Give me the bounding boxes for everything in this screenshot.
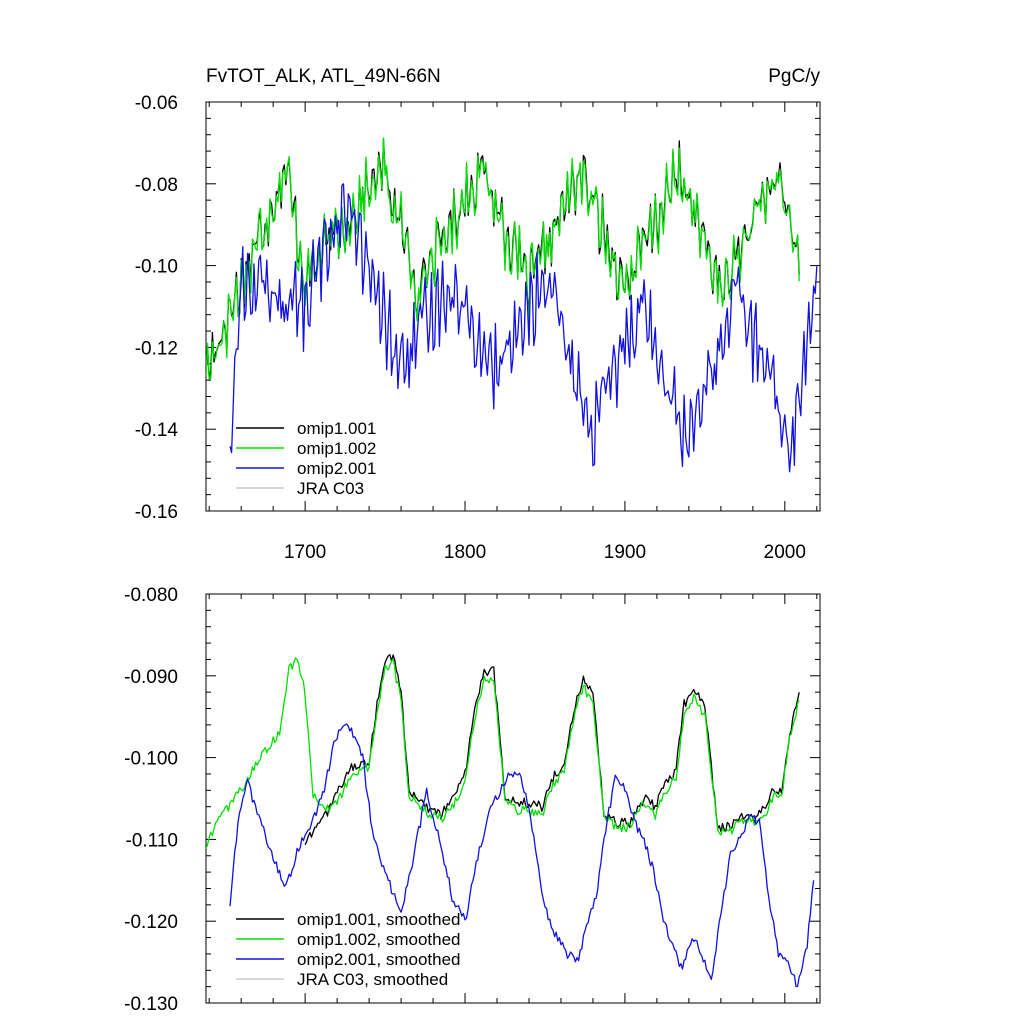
legend-label-omip1_001: omip1.001 — [297, 419, 376, 438]
plot-frame — [205, 101, 821, 512]
plot-frame — [205, 593, 821, 1004]
y-tick-label: -0.080 — [124, 585, 178, 606]
x-tick-label: 1800 — [444, 542, 486, 563]
x-tick-label: 2000 — [764, 542, 806, 563]
series-line-omip2_001 — [229, 183, 818, 473]
y-tick-label: -0.06 — [135, 93, 178, 114]
y-tick-label: -0.120 — [124, 912, 178, 933]
series-line-omip1_001 — [304, 654, 800, 846]
series-line-omip1_002 — [206, 657, 800, 850]
legend-label-jra_c03: JRA C03, smoothed — [297, 970, 448, 989]
legend-label-jra_c03: JRA C03 — [297, 479, 364, 498]
legend-label-omip1_002: omip1.002, smoothed — [297, 930, 461, 949]
y-tick-label: -0.090 — [124, 667, 178, 688]
series-group — [206, 137, 818, 473]
series-group — [206, 654, 815, 988]
x-tick-label: 1900 — [604, 542, 646, 563]
units-label: PgC/y — [768, 66, 820, 87]
y-tick-label: -0.130 — [124, 994, 178, 1015]
y-tick-label: -0.14 — [135, 420, 179, 441]
y-tick-label: -0.16 — [135, 502, 178, 523]
x-tick-label: 1700 — [284, 542, 326, 563]
chart-title: FvTOT_ALK, ATL_49N-66N — [206, 66, 441, 87]
legend-label-omip2_001: omip2.001 — [297, 459, 376, 478]
legend-label-omip1_001: omip1.001, smoothed — [297, 910, 461, 929]
y-tick-label: -0.10 — [135, 257, 178, 278]
bottom-panel: -0.130 -0.120 -0.110 -0.100 -0.090 -0.080 omip… — [124, 585, 821, 1015]
series-line-omip1_002 — [206, 137, 800, 380]
y-tick-label: -0.110 — [126, 830, 178, 851]
top-panel: 1700 1800 1900 2000 -0.16 -0.14 -0.12 -0.10 -0.0… — [135, 66, 821, 563]
legend-label-omip1_002: omip1.002 — [297, 439, 376, 458]
legend-label-omip2_001: omip2.001, smoothed — [297, 950, 461, 969]
series-line-omip2_001 — [229, 723, 815, 988]
y-tick-label: -0.12 — [135, 338, 178, 359]
y-tick-label: -0.100 — [124, 749, 178, 770]
y-tick-label: -0.08 — [135, 175, 178, 196]
